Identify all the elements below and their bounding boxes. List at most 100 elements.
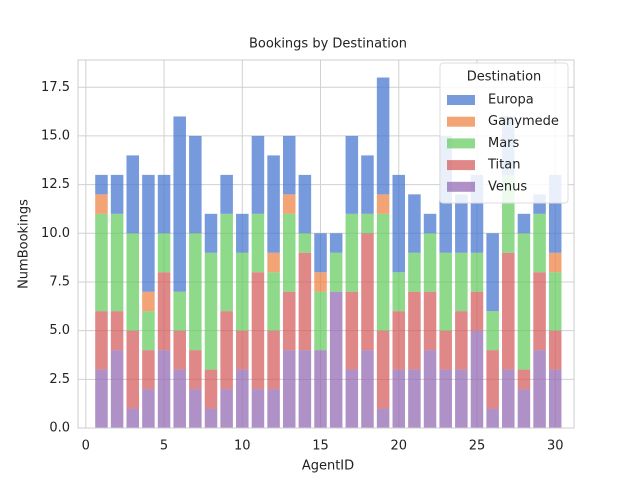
bar-segment bbox=[298, 174, 312, 234]
legend-swatch bbox=[447, 181, 475, 192]
bar-segment bbox=[376, 408, 390, 428]
bar-segment bbox=[517, 369, 531, 390]
y-tick-label: 10.0 bbox=[41, 226, 70, 241]
bar-segment bbox=[455, 369, 468, 428]
bar-segment bbox=[173, 291, 186, 331]
x-tick-label: 0 bbox=[82, 439, 90, 454]
bar-segment bbox=[314, 350, 327, 428]
bar-segment bbox=[204, 369, 218, 409]
bar-segment bbox=[95, 311, 108, 370]
bar-segment bbox=[376, 213, 390, 331]
bar-segment bbox=[95, 369, 108, 428]
bar-segment bbox=[267, 330, 280, 390]
bar-segment bbox=[376, 330, 390, 409]
x-tick-label: 15 bbox=[312, 439, 329, 454]
bar-segment bbox=[314, 291, 327, 351]
bar-segment bbox=[517, 213, 531, 234]
bar-segment bbox=[361, 233, 374, 351]
legend-label: Ganymede bbox=[488, 114, 559, 129]
x-tick-label: 5 bbox=[160, 439, 168, 454]
bar-segment bbox=[329, 291, 343, 428]
bar-segment bbox=[455, 194, 468, 253]
bar-segment bbox=[267, 252, 280, 273]
bar-segment bbox=[548, 369, 562, 428]
y-tick-label: 5.0 bbox=[49, 323, 70, 338]
bar-segment bbox=[408, 369, 421, 428]
bar-segment bbox=[533, 350, 546, 428]
x-tick-label: 10 bbox=[234, 439, 251, 454]
bar-segment bbox=[157, 233, 171, 273]
bar-segment bbox=[282, 194, 296, 214]
bar-segment bbox=[392, 369, 406, 428]
bar-segment bbox=[142, 311, 155, 351]
bar-segment bbox=[95, 213, 108, 312]
bar-segment bbox=[486, 233, 499, 312]
legend-label: Mars bbox=[488, 136, 520, 151]
bar-segment bbox=[189, 350, 202, 390]
x-tick-label: 30 bbox=[547, 439, 564, 454]
bar-segment bbox=[455, 311, 468, 370]
bar-segment bbox=[533, 213, 546, 273]
bar-segment bbox=[282, 213, 296, 292]
bar-segment bbox=[282, 135, 296, 195]
bar-segment bbox=[220, 174, 233, 214]
bar-segment bbox=[142, 350, 155, 390]
bar-segment bbox=[314, 233, 327, 273]
bar-segment bbox=[173, 116, 186, 292]
bar-segment bbox=[142, 389, 155, 428]
bar-segment bbox=[517, 389, 531, 428]
chart-title: Bookings by Destination bbox=[249, 37, 407, 52]
bar-segment bbox=[251, 213, 265, 273]
x-tick-label: 25 bbox=[469, 439, 486, 454]
y-tick-label: 7.5 bbox=[49, 274, 70, 289]
bar-segment bbox=[298, 252, 312, 351]
bar-segment bbox=[345, 291, 359, 370]
bar-segment bbox=[361, 350, 374, 428]
bar-segment bbox=[470, 291, 484, 331]
bar-segment bbox=[220, 213, 233, 312]
x-tick-label: 20 bbox=[390, 439, 407, 454]
bar-segment bbox=[236, 213, 249, 253]
bar-segment bbox=[423, 233, 437, 292]
bar-segment bbox=[408, 291, 421, 370]
bar-segment bbox=[548, 272, 562, 331]
bar-segment bbox=[502, 369, 515, 428]
bar-segment bbox=[236, 252, 249, 331]
x-axis-label: AgentID bbox=[302, 459, 354, 474]
bar-segment bbox=[251, 135, 265, 214]
bar-segment bbox=[204, 213, 218, 253]
bar-segment bbox=[329, 252, 343, 292]
bar-segment bbox=[220, 389, 233, 428]
bar-segment bbox=[439, 252, 452, 331]
bar-segment bbox=[189, 135, 202, 234]
legend-swatch bbox=[447, 116, 475, 127]
bar-segment bbox=[345, 369, 359, 428]
bar-segment bbox=[455, 252, 468, 312]
bar-segment bbox=[267, 272, 280, 331]
bar-segment bbox=[110, 350, 124, 428]
bar-segment bbox=[126, 408, 140, 428]
bar-segment bbox=[126, 233, 140, 331]
bar-segment bbox=[110, 174, 124, 214]
bar-segment bbox=[110, 311, 124, 351]
y-tick-label: 12.5 bbox=[41, 177, 70, 192]
bar-segment bbox=[423, 291, 437, 351]
bar-segment bbox=[470, 330, 484, 428]
bar-segment bbox=[157, 350, 171, 428]
bar-segment bbox=[548, 252, 562, 273]
legend: Destination Europa Ganymede Mars Titan Venus bbox=[439, 62, 569, 204]
bar-segment bbox=[361, 155, 374, 214]
y-tick-label: 15.0 bbox=[41, 128, 70, 143]
legend-label: Venus bbox=[488, 179, 527, 194]
bar-segment bbox=[376, 77, 390, 195]
legend-title: Destination bbox=[467, 70, 542, 85]
y-tick-label: 2.5 bbox=[49, 372, 70, 387]
legend-label: Titan bbox=[487, 158, 520, 173]
bar-segment bbox=[329, 233, 343, 253]
bar-segment bbox=[439, 369, 452, 428]
bar-segment bbox=[189, 389, 202, 428]
bar-segment bbox=[470, 252, 484, 292]
bar-segment bbox=[267, 389, 280, 428]
bar-segment bbox=[408, 252, 421, 292]
